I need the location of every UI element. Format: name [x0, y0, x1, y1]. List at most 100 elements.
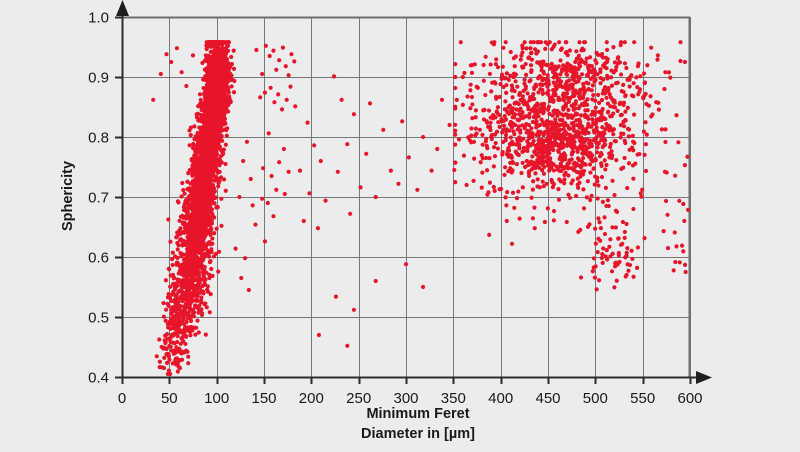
data-point — [594, 50, 599, 55]
data-point — [622, 61, 628, 66]
data-point — [180, 271, 185, 276]
data-point — [190, 225, 195, 230]
data-point — [166, 291, 171, 297]
data-point — [516, 118, 522, 123]
data-point — [607, 144, 613, 150]
data-point — [625, 105, 630, 110]
data-point — [603, 127, 608, 132]
data-point — [569, 82, 574, 87]
data-point — [203, 130, 209, 135]
data-point — [643, 168, 649, 174]
data-point — [535, 177, 540, 182]
data-point — [521, 115, 526, 120]
data-point — [611, 132, 616, 137]
data-point — [504, 152, 510, 157]
data-point — [558, 146, 563, 151]
data-point — [609, 75, 614, 80]
data-point — [176, 289, 181, 294]
data-point — [206, 73, 211, 78]
data-point — [174, 281, 179, 286]
data-point — [588, 156, 594, 161]
data-point — [608, 104, 613, 109]
data-point — [201, 269, 206, 274]
data-point — [223, 83, 228, 89]
data-point — [639, 194, 644, 199]
data-point — [527, 130, 533, 135]
data-point — [526, 122, 532, 128]
data-point — [223, 161, 228, 167]
data-point — [550, 113, 555, 118]
data-point — [480, 142, 485, 147]
data-point — [207, 215, 212, 220]
data-point — [576, 106, 581, 111]
data-point — [655, 53, 660, 58]
data-point — [564, 91, 570, 96]
data-point — [176, 364, 181, 369]
data-point — [612, 60, 618, 65]
data-point — [567, 126, 572, 131]
data-point — [198, 188, 203, 193]
data-point — [495, 105, 500, 110]
data-point — [581, 168, 587, 174]
data-point — [666, 70, 672, 75]
data-point — [187, 282, 193, 287]
data-point — [205, 287, 210, 292]
data-point — [590, 97, 595, 102]
data-point — [172, 348, 177, 353]
data-point — [214, 121, 219, 126]
data-point — [157, 359, 162, 364]
data-point — [189, 269, 194, 275]
data-point — [189, 292, 194, 297]
data-point — [626, 134, 631, 139]
data-point — [553, 117, 558, 122]
data-point — [173, 314, 178, 320]
data-point — [180, 213, 185, 218]
data-point — [491, 184, 496, 190]
data-point — [163, 340, 168, 346]
data-point — [177, 238, 183, 243]
data-point — [577, 64, 583, 69]
data-point — [535, 40, 540, 45]
data-point — [222, 120, 227, 125]
data-point — [210, 121, 216, 126]
data-point — [190, 171, 195, 176]
data-point — [578, 119, 583, 125]
data-point — [593, 158, 598, 163]
data-point — [202, 282, 207, 287]
data-point — [503, 165, 508, 170]
data-point — [515, 138, 520, 143]
data-point — [508, 135, 513, 140]
data-point — [211, 130, 216, 135]
data-point — [563, 164, 568, 170]
data-point — [173, 306, 179, 312]
data-point — [207, 198, 213, 203]
data-point — [637, 151, 642, 157]
data-point — [181, 339, 186, 344]
data-point — [569, 166, 574, 171]
data-point — [585, 179, 590, 184]
data-point — [177, 278, 182, 283]
data-point — [526, 169, 532, 174]
data-point — [185, 288, 190, 293]
data-point — [556, 123, 561, 128]
data-point — [631, 112, 637, 117]
data-point — [215, 52, 220, 57]
data-point — [623, 109, 628, 114]
data-point — [517, 112, 522, 117]
data-point — [573, 193, 579, 199]
data-point — [608, 114, 613, 119]
data-point — [180, 298, 185, 304]
data-point — [205, 229, 210, 235]
data-point — [618, 113, 623, 118]
data-point — [547, 168, 552, 173]
data-point — [538, 129, 543, 135]
data-point — [503, 136, 508, 141]
data-point — [204, 43, 209, 48]
data-point — [197, 278, 203, 283]
data-point — [166, 325, 171, 330]
data-point — [523, 164, 528, 170]
data-point — [495, 146, 500, 151]
data-point — [202, 182, 207, 187]
data-point — [567, 113, 572, 118]
data-point — [170, 361, 175, 366]
